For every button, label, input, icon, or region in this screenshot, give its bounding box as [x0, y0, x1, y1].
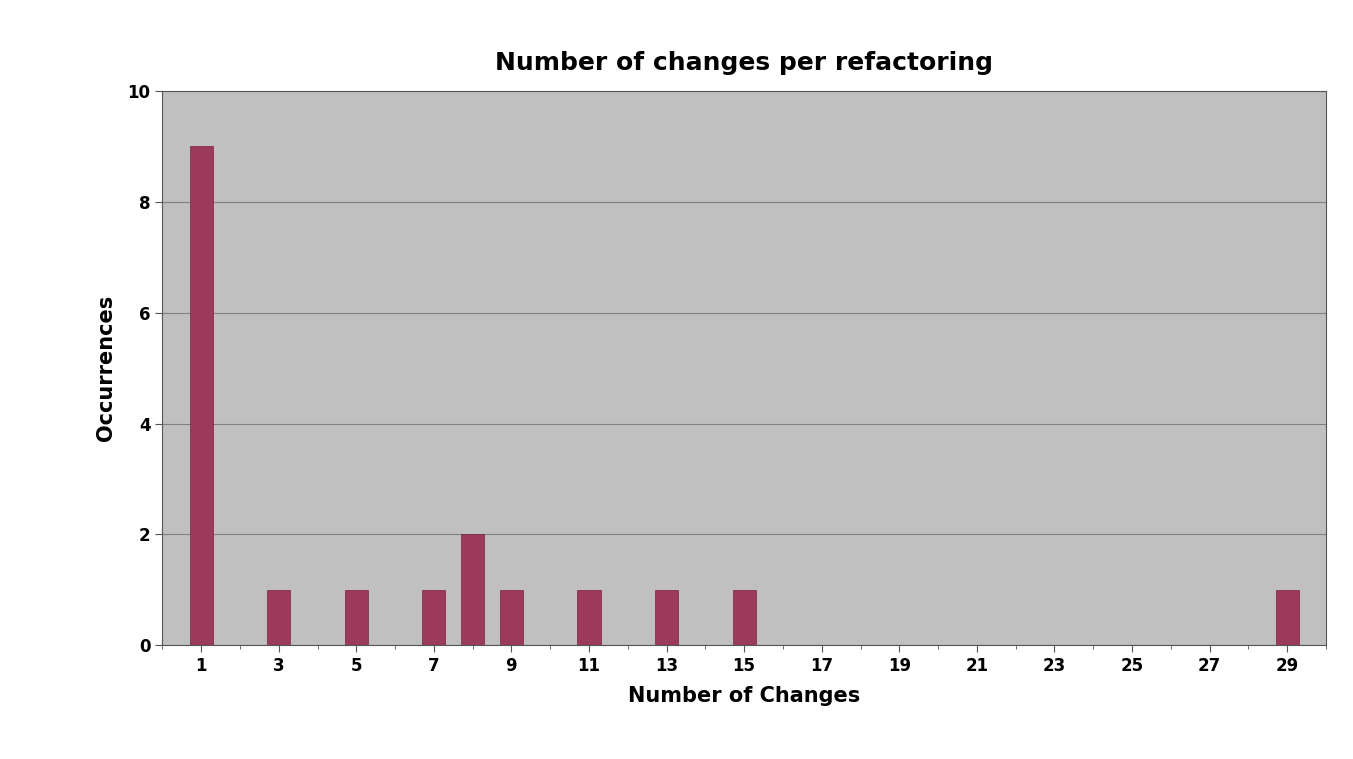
Title: Number of changes per refactoring: Number of changes per refactoring: [495, 52, 993, 75]
Bar: [655, 590, 678, 645]
Bar: [732, 590, 756, 645]
Y-axis label: Occurrences: Occurrences: [96, 295, 116, 441]
Bar: [267, 590, 291, 645]
Bar: [422, 590, 445, 645]
Bar: [499, 590, 524, 645]
Bar: [345, 590, 368, 645]
Bar: [461, 534, 484, 645]
X-axis label: Number of Changes: Number of Changes: [628, 686, 861, 706]
Bar: [1276, 590, 1299, 645]
Bar: [189, 146, 212, 645]
Bar: [578, 590, 601, 645]
